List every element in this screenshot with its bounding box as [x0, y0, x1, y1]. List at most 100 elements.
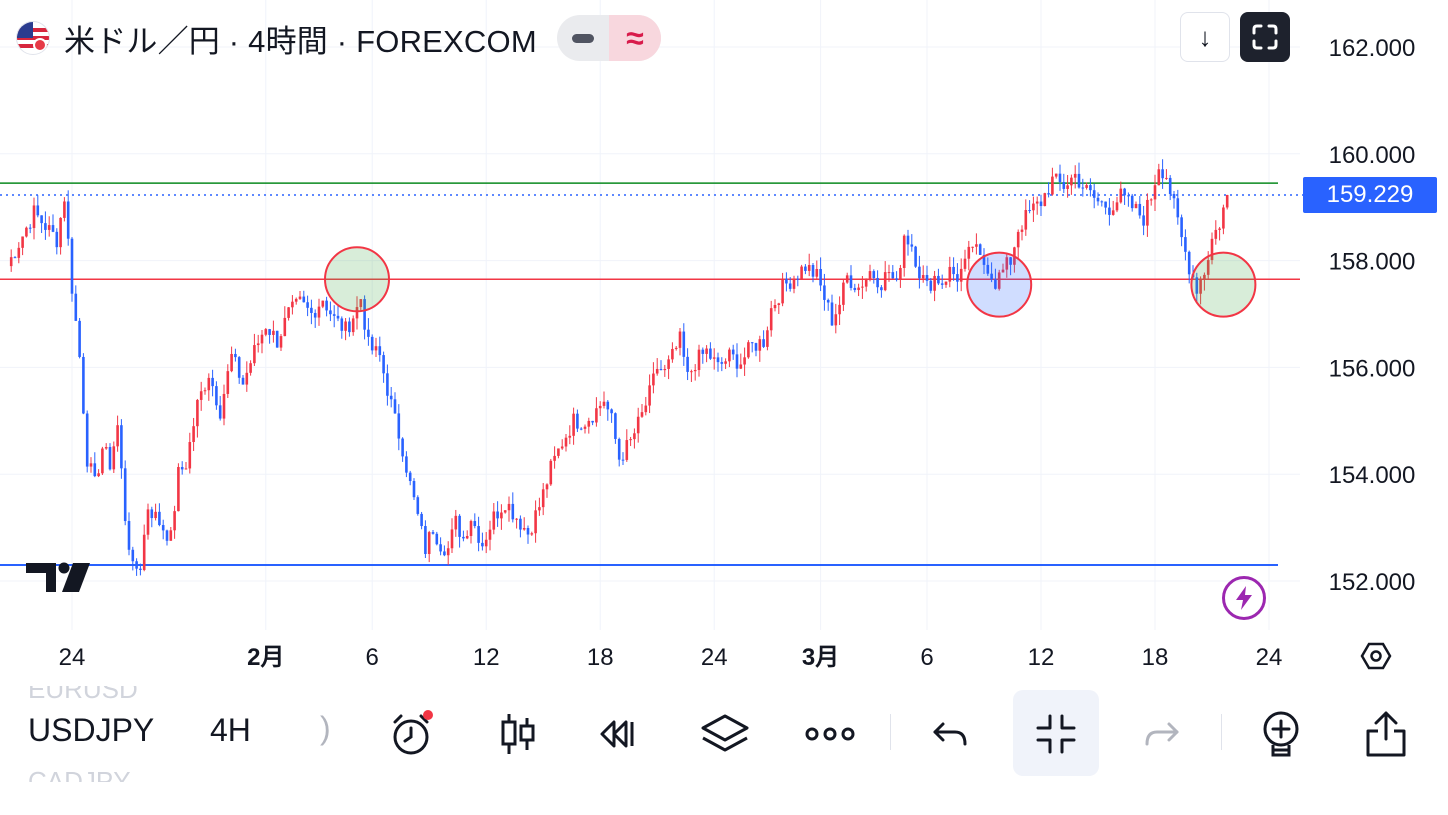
candle-body [697, 349, 701, 370]
candle-body [530, 533, 534, 535]
candle-body [253, 345, 256, 364]
candle-body [462, 536, 465, 539]
candle-body [1206, 260, 1210, 275]
candle-body [595, 408, 598, 423]
candle-body [819, 269, 822, 286]
candle-body [830, 302, 834, 326]
candle-body [1035, 201, 1039, 204]
candle-body [393, 399, 397, 414]
fullscreen-icon [1252, 24, 1278, 50]
candle-body [750, 342, 754, 344]
candle-body [477, 526, 480, 543]
candle-body [310, 307, 313, 313]
settings-hex-icon[interactable] [1360, 642, 1392, 670]
candle-body [427, 532, 431, 555]
replay-icon[interactable] [592, 706, 648, 762]
candle-body [291, 301, 294, 308]
candle-body [1225, 194, 1229, 208]
candle-body [507, 503, 511, 511]
symbol-peek-next[interactable]: CADJPY [28, 766, 131, 782]
candle-body [986, 264, 990, 274]
share-icon[interactable] [1358, 706, 1414, 762]
candle-body [1149, 199, 1153, 201]
candle-body [287, 307, 290, 318]
candle-body [199, 391, 203, 400]
candle-body [503, 510, 507, 513]
candle-body [545, 484, 549, 490]
layers-icon[interactable] [697, 706, 753, 762]
idea-bulb-icon[interactable] [1253, 706, 1309, 762]
candle-body [541, 489, 545, 508]
candle-body [1108, 207, 1111, 215]
candle-body [203, 390, 207, 392]
collapse-button-bg[interactable] [1013, 690, 1099, 776]
candle-body [576, 413, 579, 429]
candle-body [1134, 203, 1138, 209]
symbol-selector[interactable]: USDJPY [28, 712, 155, 748]
symbol-title[interactable]: 米ドル／円 · 4時間 · FOREXCOM [64, 23, 537, 59]
candle-body [781, 278, 784, 304]
candle-body [74, 293, 78, 321]
candle-body [826, 299, 830, 303]
candle-body [180, 467, 184, 470]
alarm-clock-icon[interactable] [383, 706, 439, 762]
horizontal-lines [0, 182, 1303, 566]
candle-body [777, 303, 781, 305]
candle-body [568, 435, 572, 438]
candle-body [807, 265, 811, 271]
scroll-down-button[interactable]: ↓ [1180, 12, 1230, 62]
symbol-peek-previous[interactable]: EURUSD [28, 686, 138, 702]
y-axis-ticks: 162.000 160.000 158.000 156.000 154.000 152.0… [1329, 35, 1416, 596]
candle-body [446, 548, 450, 556]
candle-body [1058, 173, 1062, 183]
interval-selector[interactable]: 4H [210, 712, 251, 748]
collapse-icon[interactable] [1028, 706, 1084, 762]
candle-body [788, 283, 792, 289]
candle-body [1203, 274, 1206, 280]
candle-body [249, 363, 252, 373]
undo-icon[interactable] [923, 706, 979, 762]
more-icon[interactable] [802, 706, 858, 762]
candle-body [948, 266, 952, 282]
candle-body [800, 266, 803, 279]
candle-body [921, 275, 925, 279]
bottom-toolbar: EURUSD USDJPY CADJPY 4H ) [0, 686, 1448, 786]
candle-body [306, 302, 309, 308]
candle-body [40, 215, 43, 224]
candle-body [348, 321, 351, 333]
candle-body [158, 511, 161, 526]
candle-body [234, 353, 237, 358]
candle-body [294, 298, 298, 302]
lightning-icon[interactable] [1222, 576, 1266, 620]
candle-body [519, 518, 522, 530]
candle-body [97, 473, 100, 477]
candle-body [237, 357, 241, 378]
x-tick-label: 24 [1256, 644, 1283, 671]
candle-body [773, 304, 777, 309]
candle-body [978, 244, 982, 255]
x-tick-label: 18 [587, 644, 614, 671]
redo-icon[interactable] [1133, 706, 1189, 762]
fullscreen-button[interactable] [1240, 12, 1290, 62]
candle-body [963, 258, 967, 269]
market-status-pill[interactable]: ≈ [556, 15, 661, 61]
candle-body [937, 275, 940, 284]
candle-body [161, 525, 165, 531]
candle-body [880, 287, 883, 291]
candle-body [693, 369, 697, 372]
candle-body [617, 438, 621, 460]
candle-body [1210, 238, 1214, 261]
candle-body [13, 257, 17, 259]
candle-body [268, 329, 271, 335]
candle-body [1184, 237, 1187, 252]
candle-body [188, 442, 192, 469]
candle-body [1054, 173, 1058, 177]
candle-body [883, 272, 887, 291]
candle-body [1028, 210, 1031, 212]
x-tick-label: 12 [1028, 644, 1055, 671]
x-tick-label: 6 [366, 644, 379, 671]
candle-body [735, 354, 739, 369]
candles-icon[interactable] [490, 706, 546, 762]
candle-body [621, 459, 625, 461]
